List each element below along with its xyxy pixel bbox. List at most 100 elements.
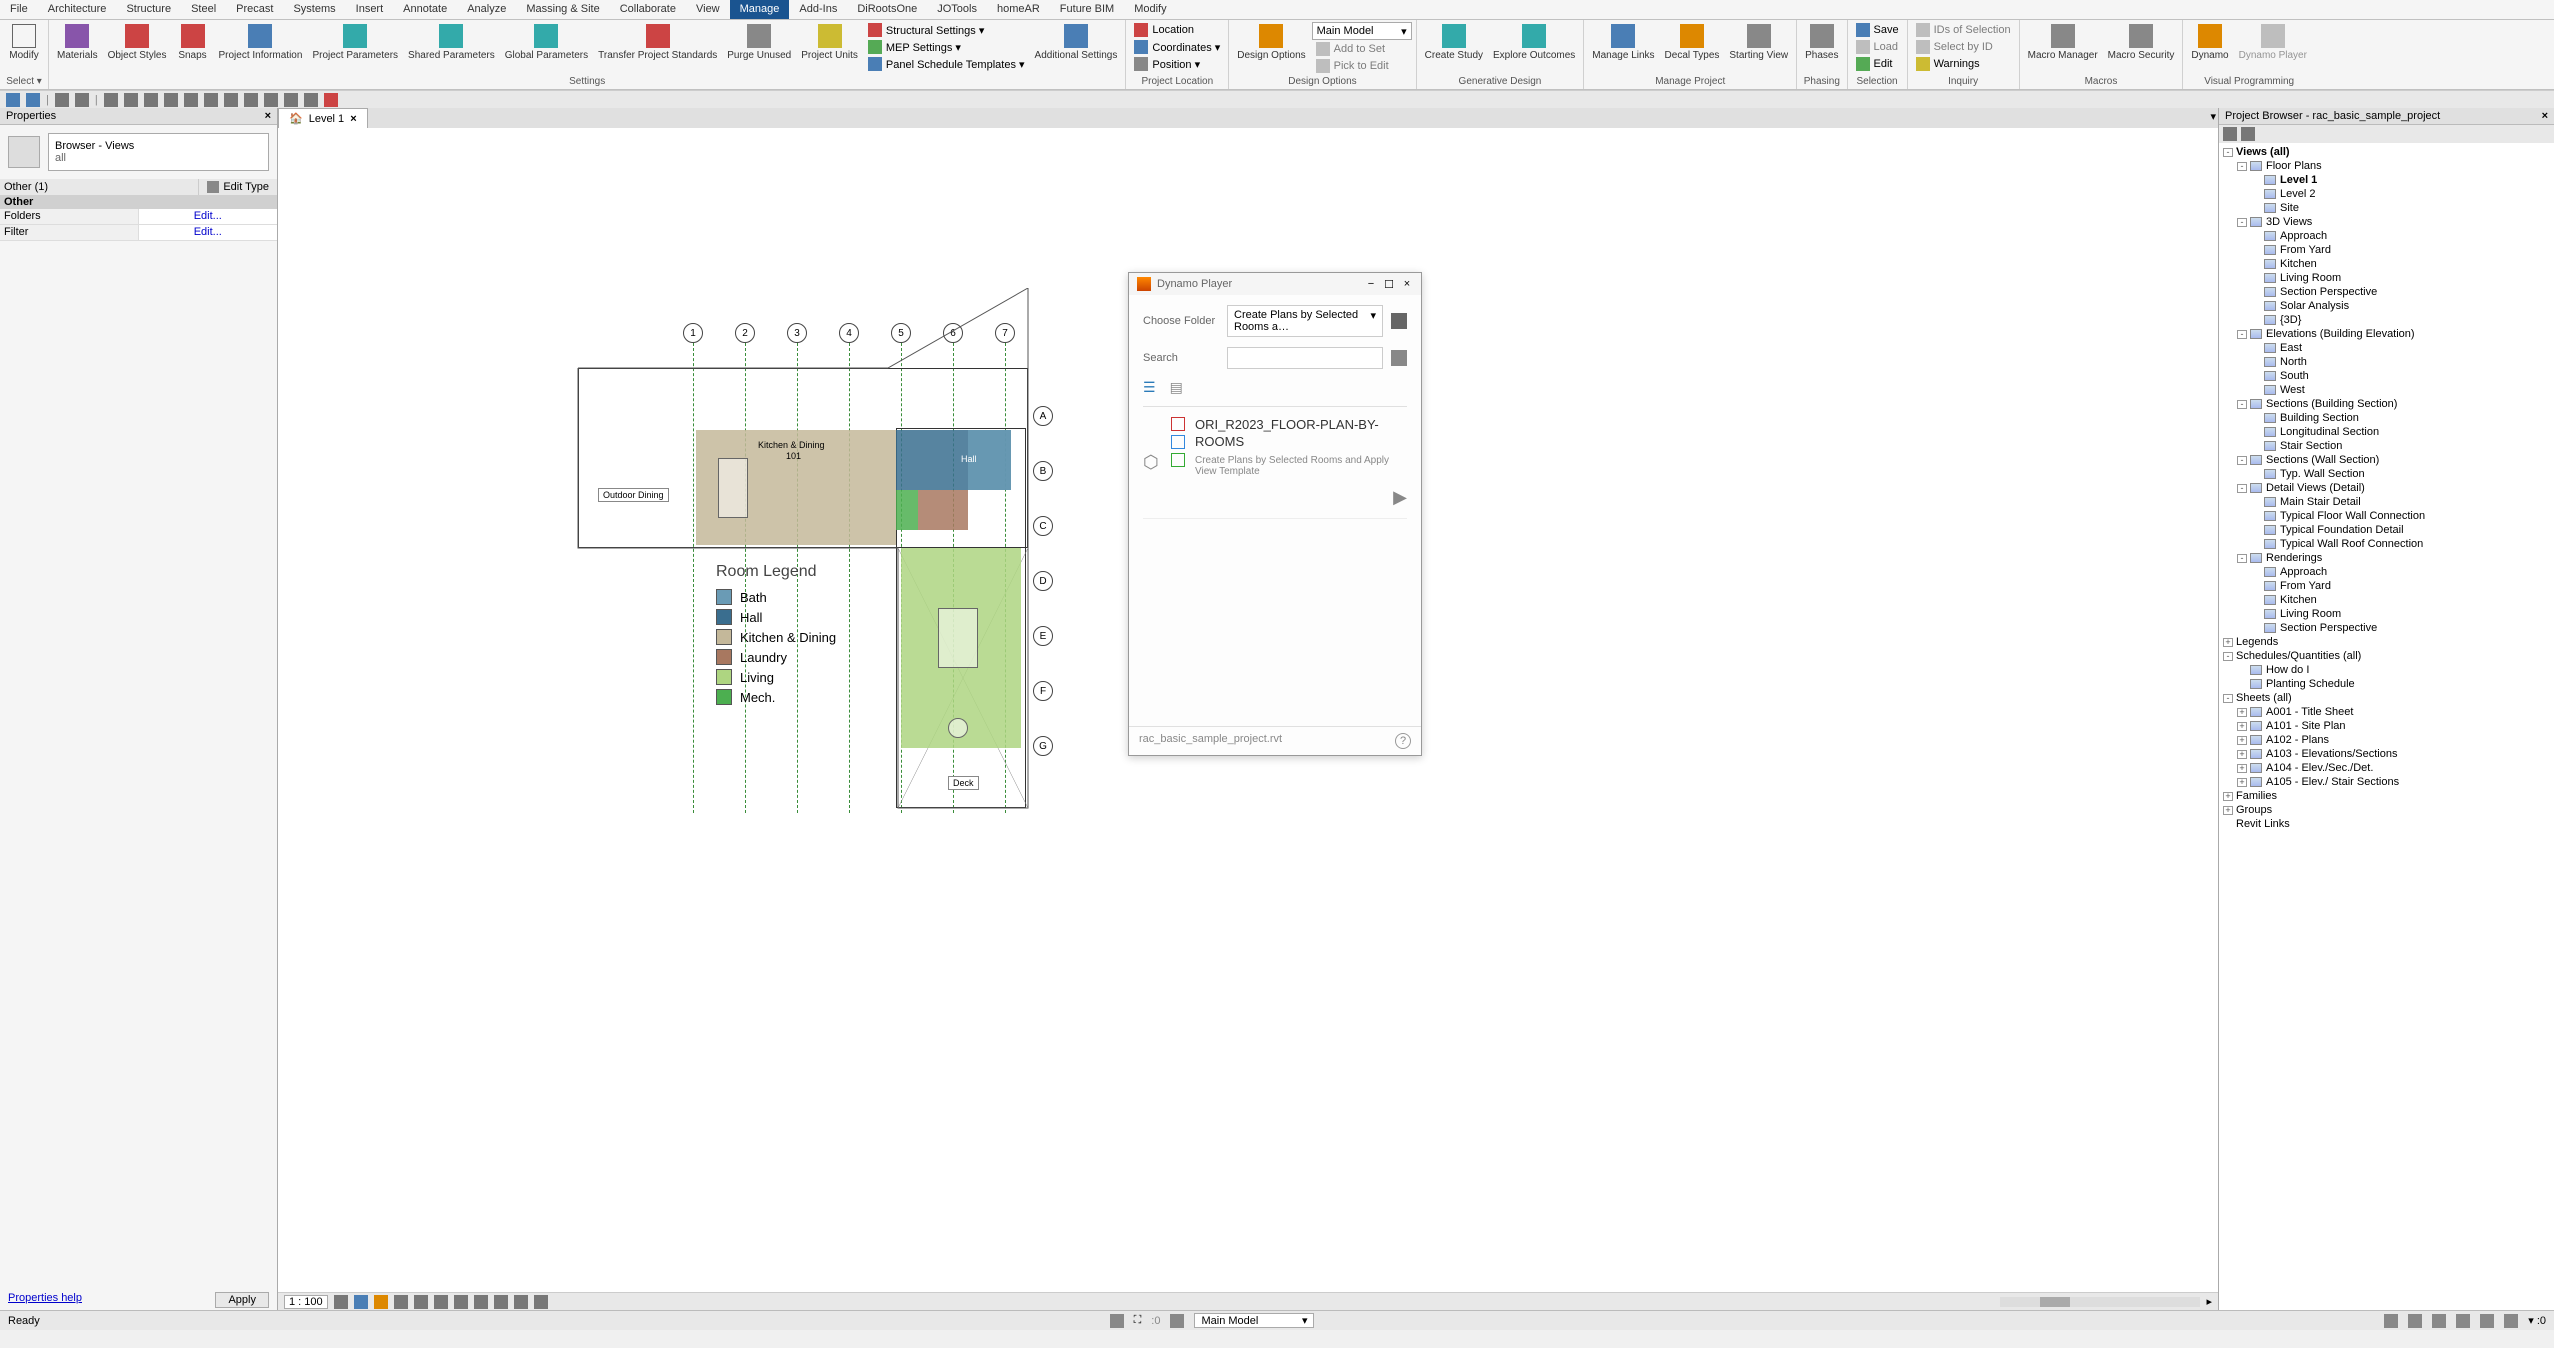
edit-selection-button[interactable]: Edit	[1852, 56, 1903, 72]
properties-help-link[interactable]: Properties help	[8, 1292, 82, 1308]
ribbon-tab-dirootsone[interactable]: DiRootsOne	[847, 0, 927, 19]
macro-manager-button[interactable]: Macro Manager	[2024, 22, 2102, 63]
prop-row-folders[interactable]: Folders Edit...	[0, 209, 277, 225]
transfer-standards-button[interactable]: Transfer Project Standards	[594, 22, 721, 63]
decal-types-button[interactable]: Decal Types	[1661, 22, 1724, 63]
tree-node-approach[interactable]: Approach	[2219, 565, 2554, 579]
tree-expander[interactable]: +	[2223, 792, 2233, 801]
dynamo-close-button[interactable]: ×	[1401, 278, 1413, 290]
snaps-button[interactable]: Snaps	[173, 22, 213, 63]
browser-search-icon[interactable]	[2223, 127, 2237, 141]
visual-style-icon[interactable]	[354, 1295, 368, 1309]
materials-button[interactable]: Materials	[53, 22, 102, 63]
properties-close-button[interactable]: ×	[265, 110, 271, 122]
ribbon-tab-systems[interactable]: Systems	[283, 0, 345, 19]
temp-hide-icon[interactable]	[494, 1295, 508, 1309]
ribbon-tab-steel[interactable]: Steel	[181, 0, 226, 19]
ribbon-tab-insert[interactable]: Insert	[346, 0, 394, 19]
tree-node-site[interactable]: Site	[2219, 201, 2554, 215]
search-input[interactable]	[1227, 347, 1383, 369]
prop-row-filter[interactable]: Filter Edit...	[0, 225, 277, 241]
tree-node-stair-section[interactable]: Stair Section	[2219, 439, 2554, 453]
manage-links-button[interactable]: Manage Links	[1588, 22, 1658, 63]
ribbon-tab-file[interactable]: File	[0, 0, 38, 19]
sb-filter-icon[interactable]	[2504, 1314, 2518, 1328]
ribbon-tab-future-bim[interactable]: Future BIM	[1050, 0, 1124, 19]
tree-expander[interactable]: -	[2237, 330, 2247, 339]
dynamo-maximize-button[interactable]: ☐	[1383, 278, 1395, 291]
load-selection-button[interactable]: Load	[1852, 39, 1903, 55]
view-scale-selector[interactable]: 1 : 100	[284, 1295, 328, 1309]
warnings-button[interactable]: Warnings	[1912, 56, 2015, 72]
tree-node-living-room[interactable]: Living Room	[2219, 607, 2554, 621]
tree-node-planting-schedule[interactable]: Planting Schedule	[2219, 677, 2554, 691]
align-icon[interactable]	[144, 93, 158, 107]
ribbon-tab-structure[interactable]: Structure	[116, 0, 181, 19]
tree-node-how-do-i[interactable]: How do I	[2219, 663, 2554, 677]
project-browser-tree[interactable]: -Views (all)-Floor PlansLevel 1Level 2Si…	[2219, 143, 2554, 1310]
tree-node-building-section[interactable]: Building Section	[2219, 411, 2554, 425]
phases-button[interactable]: Phases	[1801, 22, 1842, 63]
dynamo-minimize-button[interactable]: −	[1365, 278, 1377, 290]
select-by-id-button[interactable]: Select by ID	[1912, 39, 2015, 55]
ribbon-tab-view[interactable]: View	[686, 0, 730, 19]
undo-icon[interactable]	[55, 93, 69, 107]
tag-icon[interactable]	[184, 93, 198, 107]
sb-face-icon[interactable]	[2456, 1314, 2470, 1328]
measure-icon[interactable]	[124, 93, 138, 107]
dynamo-script-item[interactable]: ⬡ ORI_R2023_FLOOR-PLAN-BY-ROOMS Create P…	[1143, 407, 1407, 519]
ribbon-tab-collaborate[interactable]: Collaborate	[610, 0, 686, 19]
tree-expander[interactable]: -	[2237, 218, 2247, 227]
tree-node-a101-site-plan[interactable]: +A101 - Site Plan	[2219, 719, 2554, 733]
starting-view-button[interactable]: Starting View	[1725, 22, 1792, 63]
print-icon[interactable]	[104, 93, 118, 107]
dynamo-player-window[interactable]: Dynamo Player − ☐ × Choose Folder Create…	[1128, 272, 1422, 756]
sb-drag-icon[interactable]	[2480, 1314, 2494, 1328]
ribbon-tab-add-ins[interactable]: Add-Ins	[789, 0, 847, 19]
dynamo-button[interactable]: Dynamo	[2187, 22, 2232, 63]
ribbon-tab-massing-site[interactable]: Massing & Site	[516, 0, 609, 19]
dim-icon[interactable]	[164, 93, 178, 107]
status-worksets-icon[interactable]	[1170, 1314, 1184, 1328]
ribbon-tab-architecture[interactable]: Architecture	[38, 0, 117, 19]
tree-node--3d-[interactable]: {3D}	[2219, 313, 2554, 327]
tree-node-level-2[interactable]: Level 2	[2219, 187, 2554, 201]
tree-expander[interactable]: +	[2237, 764, 2247, 773]
mep-settings-button[interactable]: MEP Settings ▾	[864, 39, 1029, 55]
tree-expander[interactable]: -	[2237, 162, 2247, 171]
design-options-button[interactable]: Design Options	[1233, 22, 1309, 63]
tree-node-legends[interactable]: +Legends	[2219, 635, 2554, 649]
tree-node-typ-wall-section[interactable]: Typ. Wall Section	[2219, 467, 2554, 481]
shadows-icon[interactable]	[394, 1295, 408, 1309]
modify-button[interactable]: Modify	[4, 22, 44, 63]
ribbon-tab-modify[interactable]: Modify	[1124, 0, 1176, 19]
tree-node-renderings[interactable]: -Renderings	[2219, 551, 2554, 565]
tree-node-section-perspective[interactable]: Section Perspective	[2219, 621, 2554, 635]
tree-expander[interactable]: +	[2237, 778, 2247, 787]
tree-node-typical-floor-wall-connection[interactable]: Typical Floor Wall Connection	[2219, 509, 2554, 523]
tree-expander[interactable]: -	[2237, 484, 2247, 493]
global-parameters-button[interactable]: Global Parameters	[501, 22, 592, 63]
ids-of-selection-button[interactable]: IDs of Selection	[1912, 22, 2015, 38]
macro-security-button[interactable]: Macro Security	[2104, 22, 2179, 63]
tree-node-typical-wall-roof-connection[interactable]: Typical Wall Roof Connection	[2219, 537, 2554, 551]
tree-node-a104-elev-sec-det-[interactable]: +A104 - Elev./Sec./Det.	[2219, 761, 2554, 775]
detail-view-icon[interactable]: ▤	[1170, 379, 1183, 396]
switch-windows-icon[interactable]	[304, 93, 318, 107]
select-group-label[interactable]: Select ▾	[4, 75, 44, 87]
tree-node-level-1[interactable]: Level 1	[2219, 173, 2554, 187]
lock-3d-icon[interactable]	[474, 1295, 488, 1309]
tree-node-living-room[interactable]: Living Room	[2219, 271, 2554, 285]
tree-node-south[interactable]: South	[2219, 369, 2554, 383]
dynamo-titlebar[interactable]: Dynamo Player − ☐ ×	[1129, 273, 1421, 295]
sb-link-icon[interactable]	[2408, 1314, 2422, 1328]
text-icon[interactable]	[204, 93, 218, 107]
tree-node-detail-views-detail-[interactable]: -Detail Views (Detail)	[2219, 481, 2554, 495]
view-tab-level1[interactable]: 🏠 Level 1 ×	[278, 108, 368, 128]
instance-filter[interactable]: Other (1)	[0, 179, 198, 195]
tree-node-approach[interactable]: Approach	[2219, 229, 2554, 243]
ribbon-tab-manage[interactable]: Manage	[730, 0, 790, 19]
list-view-icon[interactable]: ☰	[1143, 379, 1156, 396]
tree-node-groups[interactable]: +Groups	[2219, 803, 2554, 817]
tree-expander[interactable]: -	[2223, 652, 2233, 661]
